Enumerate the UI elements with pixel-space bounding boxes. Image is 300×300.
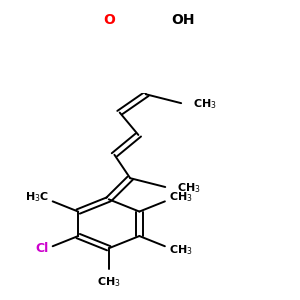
Text: CH$_3$: CH$_3$ [193, 98, 217, 111]
Text: O: O [104, 13, 116, 27]
Text: CH$_3$: CH$_3$ [169, 243, 193, 257]
Text: H$_3$C: H$_3$C [25, 190, 49, 204]
Text: CH$_3$: CH$_3$ [97, 275, 121, 289]
Text: CH$_3$: CH$_3$ [169, 190, 193, 204]
Text: CH$_3$: CH$_3$ [177, 182, 201, 195]
Text: Cl: Cl [35, 242, 49, 256]
Text: OH: OH [171, 13, 194, 27]
